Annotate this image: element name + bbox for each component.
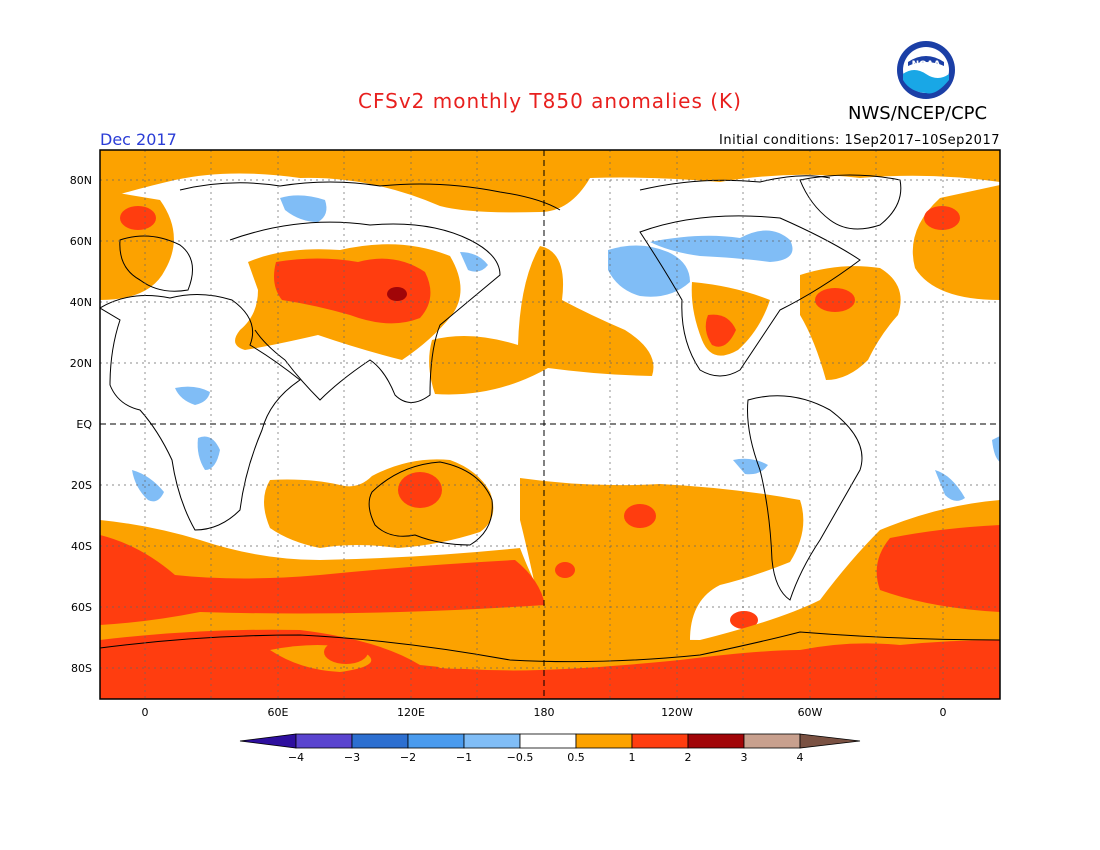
lon-label: 120W (661, 706, 693, 719)
cool-anomalies (132, 195, 1000, 502)
initial-conditions: Initial conditions: 1Sep2017–10Sep2017 (719, 133, 1000, 148)
arctic-warm-band (100, 150, 1000, 300)
noaa-logo: NOAA (896, 40, 956, 100)
colorbar-label: 3 (740, 751, 748, 764)
lon-label: 0 (939, 706, 947, 719)
map-title: CFSv2 monthly T850 anomalies (K) (358, 89, 742, 113)
lat-label: 80N (69, 174, 92, 187)
lat-label: 80S (71, 662, 92, 675)
lon-label: 60W (797, 706, 823, 719)
colorbar-label: −2 (399, 751, 417, 764)
colorbar-label: 4 (796, 751, 804, 764)
north-america-warm (691, 282, 770, 356)
colorbar-label: −4 (287, 751, 305, 764)
lat-label: 40S (71, 540, 92, 553)
coastlines (100, 174, 1000, 663)
colorbar-label: 0.5 (567, 751, 585, 764)
lon-label: 0 (141, 706, 149, 719)
agency-label: NWS/NCEP/CPC (848, 103, 988, 124)
southern-ocean-warm (100, 500, 1000, 699)
graticule (100, 150, 1000, 699)
lat-label: 20N (69, 357, 92, 370)
colorbar-label: 1 (628, 751, 636, 764)
lat-label: 60N (69, 235, 92, 248)
north-pacific-warm (429, 246, 654, 395)
colorbar-label: −0.5 (506, 751, 534, 764)
logo-text: NOAA (912, 60, 941, 70)
lat-label: 20S (71, 479, 92, 492)
australia-warm (264, 459, 494, 548)
forecast-month: Dec 2017 (100, 130, 177, 149)
colorbar-label: −3 (343, 751, 361, 764)
lat-label: EQ (76, 418, 92, 431)
lat-label: 60S (71, 601, 92, 614)
lon-label: 120E (397, 706, 425, 719)
lon-label: 60E (267, 706, 289, 719)
colorbar-label: 2 (684, 751, 692, 764)
colorbar-label: −1 (455, 751, 473, 764)
map-frame (99, 149, 1001, 700)
lat-label: 40N (69, 296, 92, 309)
atlantic-warm (800, 266, 901, 380)
south-pacific-warm (520, 478, 804, 659)
lon-label: 180 (533, 706, 555, 719)
